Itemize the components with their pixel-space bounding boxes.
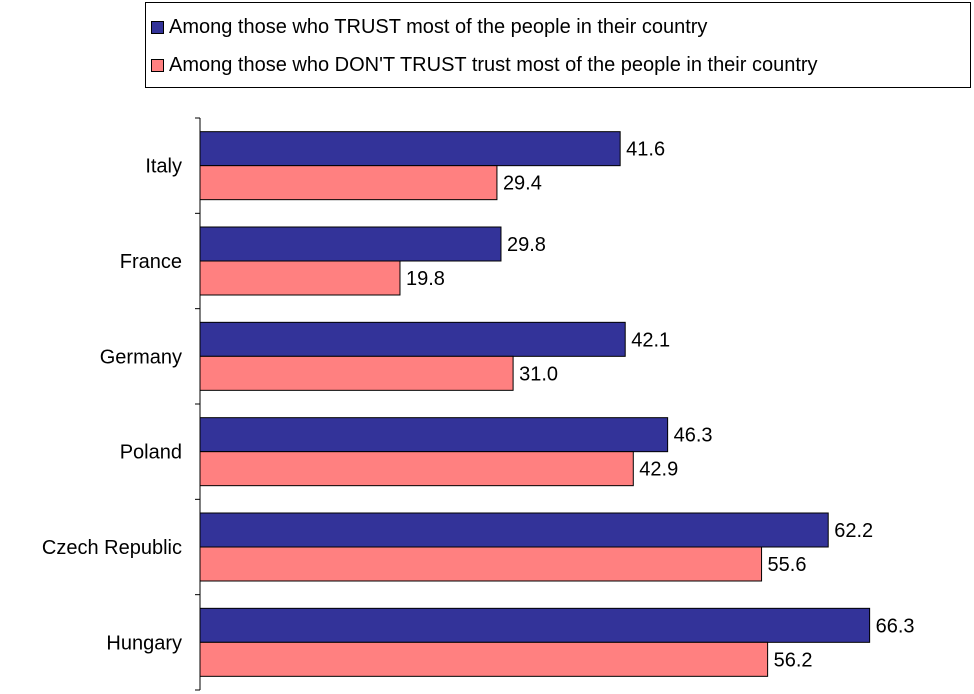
data-label-france-series-0: 29.8 [507, 234, 546, 256]
bar-poland-series-1 [199, 451, 634, 487]
legend-label-dont-trust: Among those who DON'T TRUST trust most o… [169, 53, 818, 76]
legend-swatch-dont-trust [151, 58, 164, 72]
data-label-poland-series-1: 42.9 [639, 459, 678, 481]
bar-italy-series-0 [199, 131, 621, 167]
category-label-germany: Germany [100, 346, 182, 368]
bar-germany-series-1 [199, 355, 514, 391]
data-label-italy-series-1: 29.4 [503, 173, 542, 195]
legend-swatch-trust [151, 20, 164, 34]
data-label-hungary-series-1: 56.2 [774, 649, 813, 671]
bar-poland-series-0 [199, 417, 669, 453]
category-label-poland: Poland [120, 442, 182, 464]
bar-italy-series-1 [199, 165, 498, 201]
data-label-czech-republic-series-1: 55.6 [768, 554, 807, 576]
bar-czech-republic-series-0 [199, 512, 829, 548]
category-label-czech-republic: Czech Republic [42, 537, 182, 559]
data-label-czech-republic-series-0: 62.2 [834, 520, 873, 542]
data-label-italy-series-0: 41.6 [626, 139, 665, 161]
category-label-france: France [120, 251, 182, 273]
bar-czech-republic-series-1 [199, 546, 763, 582]
category-label-italy: Italy [145, 156, 182, 178]
bar-hungary-series-0 [199, 607, 871, 643]
bar-france-series-0 [199, 226, 502, 262]
legend: Among those who TRUST most of the people… [145, 2, 971, 88]
bar-hungary-series-1 [199, 641, 769, 677]
legend-item-dont-trust: Among those who DON'T TRUST trust most o… [151, 48, 818, 82]
data-label-poland-series-0: 46.3 [674, 425, 713, 447]
bar-france-series-1 [199, 260, 401, 296]
legend-label-trust: Among those who TRUST most of the people… [169, 15, 708, 38]
legend-item-trust: Among those who TRUST most of the people… [151, 10, 707, 44]
data-label-hungary-series-0: 66.3 [876, 615, 915, 637]
data-label-germany-series-1: 31.0 [519, 363, 558, 385]
data-label-germany-series-0: 42.1 [631, 329, 670, 351]
bar-germany-series-0 [199, 321, 626, 357]
data-label-france-series-1: 19.8 [406, 268, 445, 290]
category-label-hungary: Hungary [106, 632, 182, 654]
